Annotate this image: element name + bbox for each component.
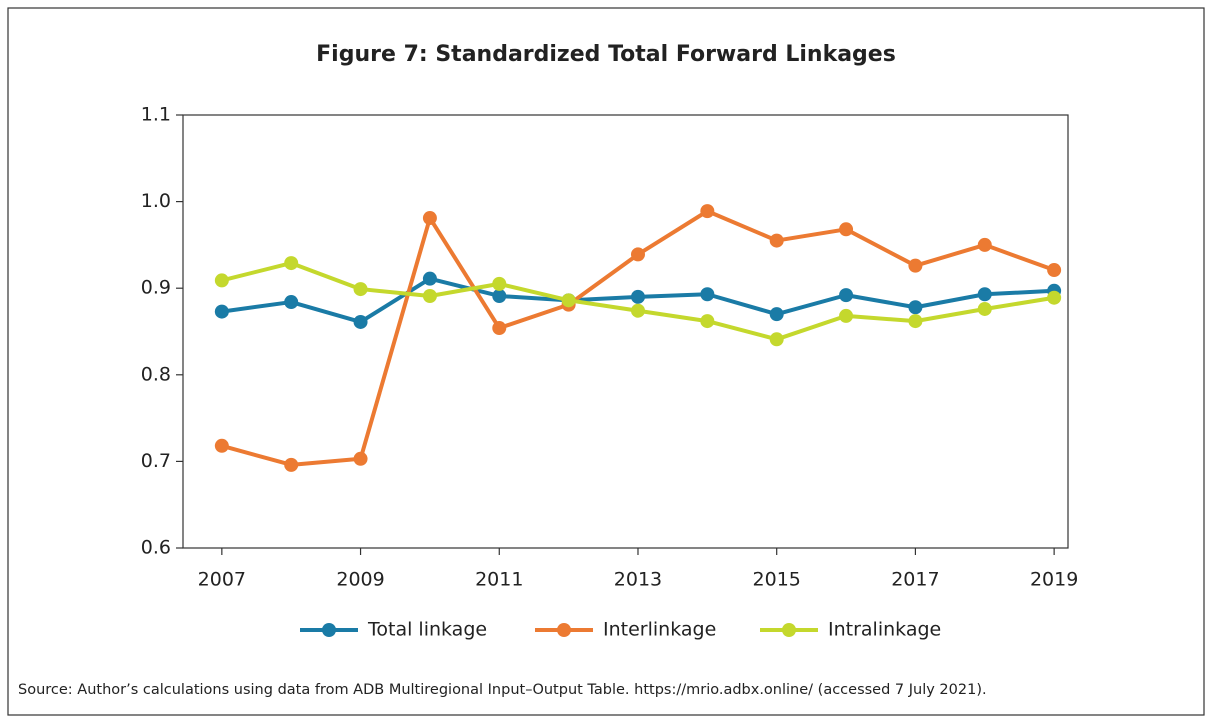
data-point [492,276,507,291]
data-point [1047,263,1062,278]
legend-marker [322,623,336,637]
x-tick-label: 2013 [614,569,662,591]
data-point [284,256,299,271]
y-tick-label: 0.7 [141,450,171,472]
legend-label: Intralinkage [828,619,941,641]
data-point [284,457,299,472]
legend-label: Interlinkage [603,619,716,641]
data-point [977,301,992,316]
data-point [630,303,645,318]
data-point [769,233,784,248]
y-tick-label: 1.1 [141,104,171,126]
data-point [561,293,576,308]
data-point [422,288,437,303]
data-point [700,204,715,219]
data-point [214,273,229,288]
data-point [977,287,992,302]
data-point [630,289,645,304]
y-tick-label: 0.6 [141,537,171,559]
legend-marker [557,623,571,637]
data-point [769,307,784,322]
data-point [908,300,923,315]
chart-title: Figure 7: Standardized Total Forward Lin… [316,42,896,67]
legend-label: Total linkage [367,619,487,641]
data-point [908,258,923,273]
data-point [214,304,229,319]
plot-frame [182,114,1069,549]
data-point [353,314,368,329]
frame [7,7,1205,716]
y-tick-label: 1.0 [141,190,171,212]
x-tick-label: 2009 [336,569,384,591]
y-tick-label: 0.8 [141,363,171,385]
data-point [839,222,854,237]
data-point [700,314,715,329]
data-point [700,287,715,302]
legend-marker [782,623,796,637]
data-point [839,288,854,303]
data-point [769,332,784,347]
data-point [492,321,507,336]
data-point [630,247,645,262]
data-point [353,282,368,297]
y-tick-label: 0.9 [141,277,171,299]
x-tick-label: 2015 [753,569,801,591]
data-point [284,295,299,310]
data-point [839,308,854,323]
x-tick-label: 2011 [475,569,523,591]
data-point [492,288,507,303]
data-point [422,271,437,286]
data-point [214,438,229,453]
data-point [353,451,368,466]
data-point [422,211,437,226]
data-point [908,314,923,329]
data-point [1047,290,1062,305]
x-tick-label: 2017 [891,569,939,591]
x-tick-label: 2007 [198,569,246,591]
data-point [977,237,992,252]
source-note: Source: Author’s calculations using data… [18,682,987,698]
x-tick-label: 2019 [1030,569,1078,591]
